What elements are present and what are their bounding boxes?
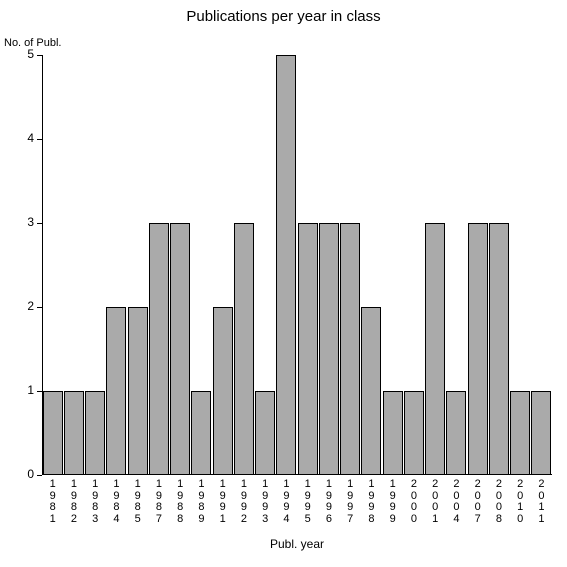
y-tick-label: 5: [14, 47, 34, 61]
x-tick-label: 1999: [382, 479, 403, 525]
bar: [276, 55, 296, 475]
x-axis-label: Publ. year: [42, 537, 552, 551]
bar: [510, 391, 530, 475]
x-tick-label: 1994: [276, 479, 297, 525]
bar: [149, 223, 169, 475]
x-tick-label: 1997: [340, 479, 361, 525]
x-tick-label: 2000: [403, 479, 424, 525]
bar: [468, 223, 488, 475]
x-tick-label: 1996: [318, 479, 339, 525]
x-tick-label: 2001: [425, 479, 446, 525]
bar: [489, 223, 509, 475]
bar: [191, 391, 211, 475]
x-tick-label: 2010: [510, 479, 531, 525]
bar: [255, 391, 275, 475]
x-tick-label: 1993: [255, 479, 276, 525]
bar: [43, 391, 63, 475]
x-tick-label: 1985: [127, 479, 148, 525]
y-tick-label: 1: [14, 383, 34, 397]
bar: [531, 391, 551, 475]
chart-title: Publications per year in class: [0, 8, 567, 25]
x-tick-label: 1998: [361, 479, 382, 525]
x-tick-label: 1991: [212, 479, 233, 525]
y-tick: [37, 307, 42, 308]
x-tick-label: 1983: [85, 479, 106, 525]
bar: [383, 391, 403, 475]
plot-area: 0123451981198219831984198519871988198919…: [42, 55, 552, 475]
bar: [170, 223, 190, 475]
y-tick: [37, 55, 42, 56]
x-tick-label: 2011: [531, 479, 552, 525]
bar: [319, 223, 339, 475]
bar: [106, 307, 126, 475]
bar: [298, 223, 318, 475]
bar: [64, 391, 84, 475]
x-tick-label: 1988: [170, 479, 191, 525]
x-tick-label: 1984: [106, 479, 127, 525]
x-tick-label: 1992: [233, 479, 254, 525]
y-tick-label: 4: [14, 131, 34, 145]
bar: [361, 307, 381, 475]
bar: [425, 223, 445, 475]
y-tick-label: 0: [14, 467, 34, 481]
x-tick-label: 2007: [467, 479, 488, 525]
y-tick-label: 3: [14, 215, 34, 229]
y-tick: [37, 223, 42, 224]
bar: [404, 391, 424, 475]
x-tick-label: 1995: [297, 479, 318, 525]
y-tick-label: 2: [14, 299, 34, 313]
x-tick-label: 2004: [446, 479, 467, 525]
y-tick: [37, 475, 42, 476]
y-tick: [37, 391, 42, 392]
x-tick-label: 1987: [148, 479, 169, 525]
bar: [446, 391, 466, 475]
x-tick-label: 1982: [63, 479, 84, 525]
bar: [128, 307, 148, 475]
bar: [85, 391, 105, 475]
bar: [340, 223, 360, 475]
x-tick-label: 1989: [191, 479, 212, 525]
bar: [213, 307, 233, 475]
chart-container: Publications per year in class No. of Pu…: [0, 0, 567, 567]
y-tick: [37, 139, 42, 140]
bar: [234, 223, 254, 475]
x-tick-label: 2008: [488, 479, 509, 525]
x-tick-label: 1981: [42, 479, 63, 525]
